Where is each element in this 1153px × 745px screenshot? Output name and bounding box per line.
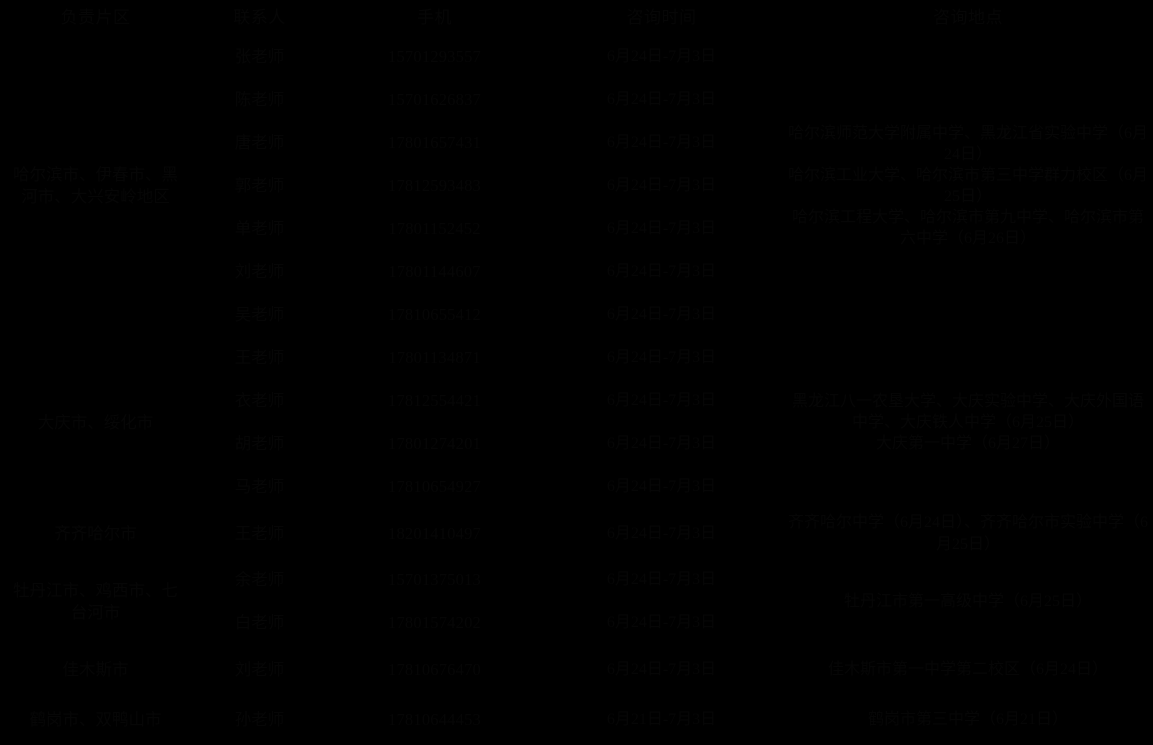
place-line: 哈尔滨工业大学、哈尔滨市第三中学群力校区（6月25日）: [787, 165, 1149, 207]
region-cell: 佳木斯市: [1, 645, 191, 695]
contact-cell: 刘老师: [191, 645, 329, 695]
contact-cell: 郭老师: [191, 165, 329, 208]
time-cell: 6月24日-7月3日: [541, 208, 783, 251]
time-cell: 6月24日-7月3日: [541, 251, 783, 294]
contact-cell: 刘老师: [191, 251, 329, 294]
phone-cell: 18201410497: [329, 509, 541, 559]
phone-cell: 17801657431: [329, 122, 541, 165]
time-cell: 6月24日-7月3日: [541, 602, 783, 645]
place-line: 佳木斯市第一中学第二校区（6月24日）: [787, 659, 1149, 680]
region-cell: 大庆市、绥化市: [1, 337, 191, 509]
contact-cell: 吴老师: [191, 294, 329, 337]
time-cell: 6月24日-7月3日: [541, 122, 783, 165]
phone-cell: 17810655412: [329, 294, 541, 337]
place-line: 鹤岗市第三中学（6月21日）: [787, 709, 1149, 730]
contact-cell: 唐老师: [191, 122, 329, 165]
region-cell: 齐齐哈尔市: [1, 509, 191, 559]
place-line: 黑龙江八一农垦大学、大庆实验中学、大庆外国语中学、大庆铁人中学（6月25日）: [787, 391, 1149, 433]
contact-cell: 陈老师: [191, 79, 329, 122]
time-cell: 6月24日-7月3日: [541, 423, 783, 466]
contact-cell: 白老师: [191, 602, 329, 645]
phone-cell: 17801574202: [329, 602, 541, 645]
column-header-region: 负责片区: [1, 1, 191, 36]
time-cell: 6月24日-7月3日: [541, 509, 783, 559]
time-cell: 6月24日-7月3日: [541, 79, 783, 122]
phone-cell: 17801152452: [329, 208, 541, 251]
contact-cell: 衣老师: [191, 380, 329, 423]
phone-cell: 17810654927: [329, 466, 541, 509]
column-header-time: 咨询时间: [541, 1, 783, 36]
phone-cell: 17801144607: [329, 251, 541, 294]
time-cell: 6月24日-7月3日: [541, 165, 783, 208]
place-cell: 佳木斯市第一中学第二校区（6月24日）: [783, 645, 1153, 695]
contact-cell: 马老师: [191, 466, 329, 509]
column-header-contact: 联系人: [191, 1, 329, 36]
time-cell: 6月24日-7月3日: [541, 466, 783, 509]
header-row: 负责片区 联系人 手机 咨询时间 咨询地点: [1, 1, 1153, 36]
table-header: 负责片区 联系人 手机 咨询时间 咨询地点: [1, 1, 1153, 36]
time-cell: 6月24日-7月3日: [541, 380, 783, 423]
phone-cell: 15701375013: [329, 559, 541, 602]
place-line: 哈尔滨工程大学、哈尔滨市第九中学、哈尔滨市第六中学（6月26日）: [787, 207, 1149, 249]
contact-cell: 单老师: [191, 208, 329, 251]
phone-cell: 17801274201: [329, 423, 541, 466]
contact-cell: 王老师: [191, 509, 329, 559]
phone-cell: 17812554421: [329, 380, 541, 423]
phone-cell: 15701626837: [329, 79, 541, 122]
place-line: 大庆第一中学（6月27日）: [787, 433, 1149, 454]
time-cell: 6月24日-7月3日: [541, 337, 783, 380]
phone-cell: 17812593483: [329, 165, 541, 208]
phone-cell: 17801134871: [329, 337, 541, 380]
region-cell: 牡丹江市、鸡西市、七台河市: [1, 559, 191, 645]
time-cell: 6月24日-7月3日: [541, 559, 783, 602]
phone-cell: 17810676470: [329, 645, 541, 695]
phone-cell: 15701293557: [329, 36, 541, 79]
place-cell: 黑龙江八一农垦大学、大庆实验中学、大庆外国语中学、大庆铁人中学（6月25日）大庆…: [783, 337, 1153, 509]
region-cell: 哈尔滨市、伊春市、黑河市、大兴安岭地区: [1, 36, 191, 337]
contact-cell: 胡老师: [191, 423, 329, 466]
place-line: 哈尔滨师范大学附属中学、黑龙江省实验中学（6月24日）: [787, 123, 1149, 165]
region-cell: 鹤岗市、双鸭山市: [1, 695, 191, 745]
place-cell: 鹤岗市第三中学（6月21日）: [783, 695, 1153, 745]
contact-cell: 余老师: [191, 559, 329, 602]
place-cell: 哈尔滨师范大学附属中学、黑龙江省实验中学（6月24日）哈尔滨工业大学、哈尔滨市第…: [783, 36, 1153, 337]
contact-cell: 孙老师: [191, 695, 329, 745]
place-line: 牡丹江市第一高级中学（6月25日）: [787, 591, 1149, 612]
time-cell: 6月24日-7月3日: [541, 645, 783, 695]
place-cell: 齐齐哈尔中学（6月24日）、齐齐哈尔市实验中学（6月25日）: [783, 509, 1153, 559]
column-header-place: 咨询地点: [783, 1, 1153, 36]
time-cell: 6月24日-7月3日: [541, 294, 783, 337]
time-cell: 6月24日-7月3日: [541, 36, 783, 79]
contact-cell: 王老师: [191, 337, 329, 380]
place-cell: 牡丹江市第一高级中学（6月25日）: [783, 559, 1153, 645]
phone-cell: 17810644453: [329, 695, 541, 745]
contact-cell: 张老师: [191, 36, 329, 79]
column-header-phone: 手机: [329, 1, 541, 36]
time-cell: 6月21日-7月3日: [541, 695, 783, 745]
place-line: 齐齐哈尔中学（6月24日）、齐齐哈尔市实验中学（6月25日）: [787, 512, 1149, 554]
